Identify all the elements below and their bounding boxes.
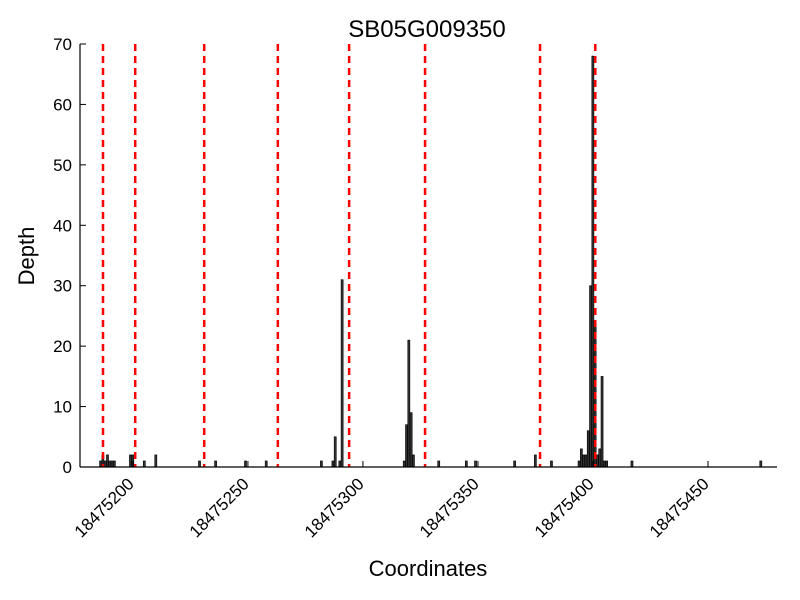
exon-boundary-lines [101, 44, 597, 467]
y-axis-label: Depth [14, 227, 39, 286]
coverage-bar [103, 460, 107, 468]
coverage-bar [113, 460, 116, 468]
x-tick-label: 18475300 [301, 474, 368, 541]
coverage-bar [580, 448, 583, 468]
y-tick-label: 30 [53, 277, 72, 296]
y-ticks: 0 10 20 30 40 50 60 70 [53, 35, 86, 477]
coverage-bar [338, 460, 342, 468]
coverage-bar [340, 279, 344, 468]
coverage-bar [584, 454, 588, 468]
coverage-bar [591, 55, 595, 468]
coverage-bar [589, 285, 592, 468]
coverage-bar [108, 460, 112, 468]
x-tick-label: 18475250 [186, 474, 253, 541]
bars-layer [99, 55, 763, 468]
coverage-bar [142, 460, 146, 468]
coverage-bar [99, 460, 102, 468]
coverage-bar [596, 454, 599, 468]
y-tick-label: 0 [63, 458, 72, 477]
coverage-bar [110, 460, 114, 468]
coverage-bar [402, 460, 406, 468]
y-tick-label: 60 [53, 95, 72, 114]
coverage-bar [214, 460, 217, 468]
coverage-bar [513, 460, 516, 468]
x-tick-label: 18475200 [71, 474, 138, 541]
coverage-bar [437, 460, 441, 468]
coverage-bar [600, 376, 604, 468]
coverage-bar [154, 454, 158, 468]
coverage-bar [582, 454, 585, 468]
coverage-bar [598, 448, 602, 468]
coverage-bar [759, 460, 763, 468]
coverage-bar [409, 412, 413, 468]
y-tick-label: 20 [53, 337, 72, 356]
coverage-bar [198, 460, 201, 468]
coverage-bar [577, 460, 581, 468]
coverage-bar [129, 454, 132, 468]
coverage-bar [550, 460, 553, 468]
coverage-bar [412, 454, 415, 468]
coverage-bar [465, 460, 468, 468]
x-tick-label: 18475350 [416, 474, 483, 541]
coverage-bar [244, 460, 247, 468]
x-tick-label: 18475450 [646, 474, 713, 541]
y-tick-label: 70 [53, 35, 72, 54]
chart-title: SB05G009350 [348, 16, 505, 43]
y-tick-label: 50 [53, 156, 72, 175]
coverage-bar [630, 460, 634, 468]
coverage-bar [586, 430, 590, 468]
coverage-bar [534, 454, 537, 468]
coverage-bar [603, 460, 606, 468]
y-tick-label: 10 [53, 398, 72, 417]
coverage-bar [474, 460, 477, 468]
x-ticks: 18475200 18475250 18475300 18475350 18475400… [71, 461, 713, 541]
coverage-bar [331, 460, 335, 468]
coverage-bar [333, 436, 337, 468]
x-tick-label: 18475400 [531, 474, 598, 541]
x-axis-label: Coordinates [369, 556, 488, 581]
y-tick-label: 40 [53, 216, 72, 235]
coverage-bar [264, 460, 268, 468]
coverage-bar [605, 460, 609, 468]
coverage-bar [320, 460, 323, 468]
coverage-bar [405, 424, 408, 468]
coverage-bar [106, 454, 109, 468]
coverage-bar [407, 339, 411, 468]
